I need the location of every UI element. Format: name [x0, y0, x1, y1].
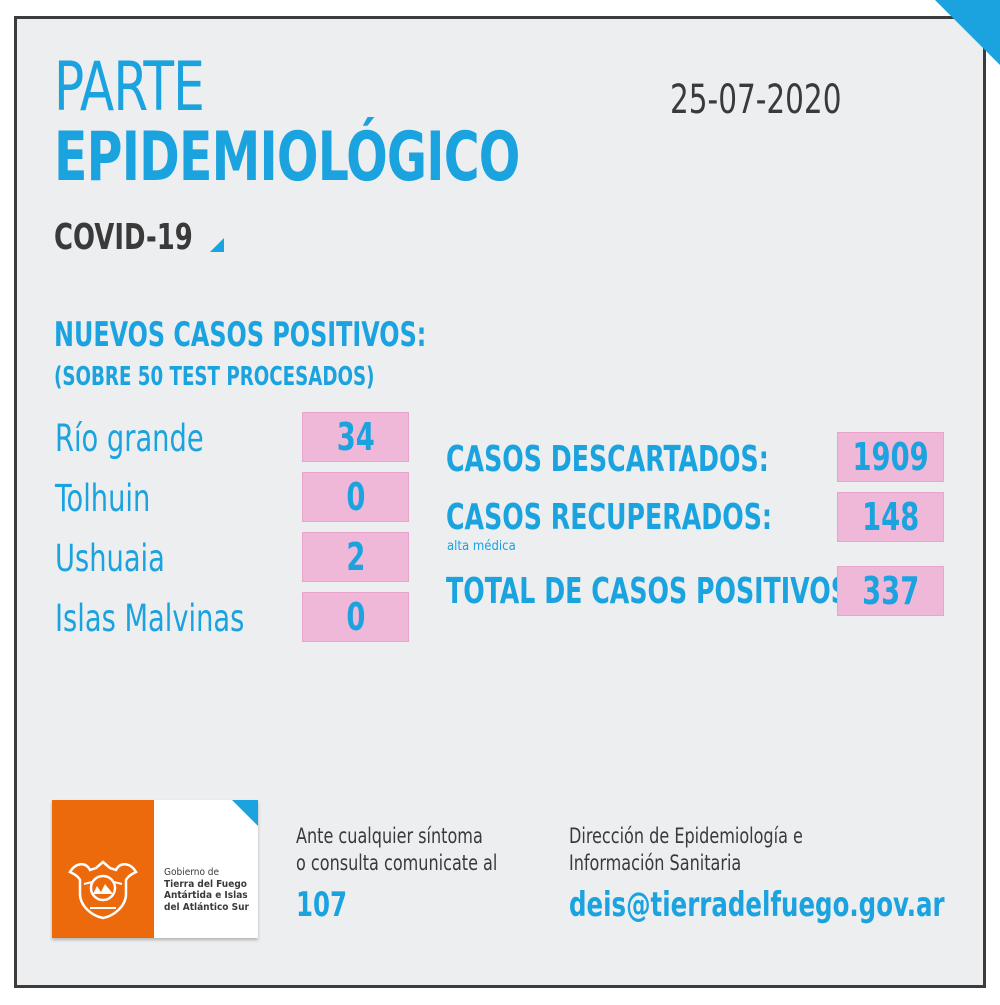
contact-text-line-1: Ante cualquier síntoma: [296, 824, 483, 848]
location-value-rio-grande: 34: [302, 412, 409, 462]
total-positive-value: 337: [837, 566, 944, 616]
location-label-ushuaia: Ushuaia: [55, 537, 165, 580]
location-value-ushuaia: 2: [302, 532, 409, 582]
phone-number[interactable]: 107: [296, 885, 348, 925]
title-line-2: EPIDEMIOLÓGICO: [54, 118, 520, 197]
contact-email-link[interactable]: deis@tierradelfuego.gov.ar: [569, 885, 945, 925]
report-date: 25-07-2020: [670, 77, 842, 123]
location-value-tolhuin: 0: [302, 472, 409, 522]
title-line-1: PARTE: [54, 48, 205, 127]
location-value-islas-malvinas: 0: [302, 592, 409, 642]
total-positive-label: TOTAL DE CASOS POSITIVOS: [446, 571, 849, 612]
discarded-value: 1909: [837, 432, 944, 482]
logo-orange-panel: [52, 800, 154, 938]
coat-of-arms-icon: [68, 860, 138, 920]
government-logo: Gobierno de Tierra del Fuego Antártida e…: [52, 800, 258, 938]
recovered-value: 148: [837, 492, 944, 542]
logo-text: Gobierno de Tierra del Fuego Antártida e…: [164, 867, 249, 913]
triangle-accent-icon: [210, 238, 224, 252]
location-label-tolhuin: Tolhuin: [55, 477, 151, 520]
department-line-1: Dirección de Epidemiología e: [569, 824, 803, 848]
location-label-islas-malvinas: Islas Malvinas: [55, 597, 245, 640]
subtitle-covid: COVID-19: [54, 217, 193, 258]
corner-fold-decoration: [935, 0, 1000, 65]
location-label-rio-grande: Río grande: [55, 417, 204, 460]
recovered-label: CASOS RECUPERADOS:: [446, 497, 773, 538]
new-cases-title: NUEVOS CASOS POSITIVOS:: [54, 315, 427, 355]
new-cases-subtitle: (SOBRE 50 TEST PROCESADOS): [54, 362, 375, 392]
recovered-note: alta médica: [447, 539, 516, 554]
discarded-label: CASOS DESCARTADOS:: [446, 439, 769, 480]
contact-text-line-2: o consulta comunicate al: [296, 851, 498, 875]
logo-fold-decoration: [232, 800, 258, 826]
department-line-2: Información Sanitaria: [569, 851, 742, 875]
